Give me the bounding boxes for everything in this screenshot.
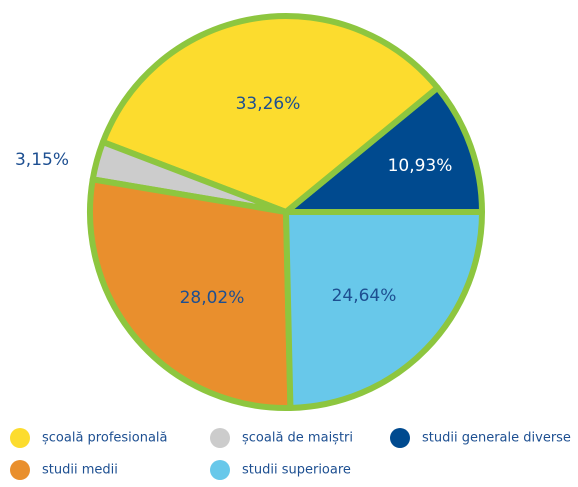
legend-label: studii generale diverse — [422, 431, 571, 446]
slice-label: 24,64% — [332, 286, 397, 306]
pie-slice — [87, 176, 294, 411]
legend-swatch — [210, 428, 230, 448]
slice-label: 33,26% — [236, 94, 301, 114]
legend-label: școală de maiștri — [242, 431, 353, 446]
slice-label: 10,93% — [388, 156, 453, 176]
pie-slice — [283, 84, 485, 215]
slice-label: 28,02% — [180, 288, 245, 308]
legend-label: studii medii — [42, 463, 118, 478]
legend-swatch — [210, 460, 230, 480]
legend-swatch — [10, 460, 30, 480]
legend-label: școală profesională — [42, 431, 168, 446]
pie-slice — [99, 13, 441, 215]
slice-label: 3,15% — [15, 150, 69, 170]
legend-swatch — [10, 428, 30, 448]
pie-slice — [283, 209, 485, 411]
legend-label: studii superioare — [242, 463, 351, 478]
legend-swatch — [390, 428, 410, 448]
